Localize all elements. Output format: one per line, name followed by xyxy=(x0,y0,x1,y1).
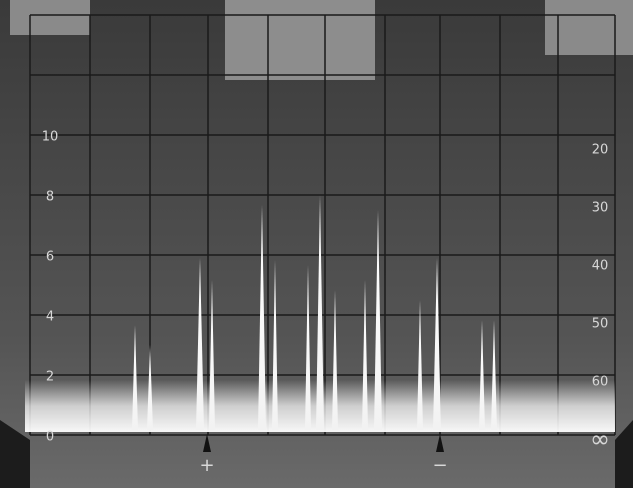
right-scale-label: 30 xyxy=(592,201,609,216)
left-scale-label: 6 xyxy=(46,250,54,265)
glare xyxy=(545,0,633,55)
left-scale-label: 0 xyxy=(46,430,54,445)
right-scale-label: 40 xyxy=(592,259,609,274)
bezel xyxy=(0,420,30,488)
spectrum-lines xyxy=(132,195,497,430)
marker-sign: + xyxy=(199,455,214,476)
glare xyxy=(10,0,90,35)
left-scale-label: 8 xyxy=(46,190,54,205)
marker-arrow xyxy=(203,434,211,452)
marker-arrow xyxy=(436,434,444,452)
right-scale-label: 20 xyxy=(592,143,609,158)
right-scale-label: 60 xyxy=(592,375,609,390)
glare xyxy=(225,0,375,80)
left-scale-label: 4 xyxy=(46,310,54,325)
left-scale-label: 2 xyxy=(46,370,54,385)
right-scale-label: ∞ xyxy=(590,425,610,453)
bezel xyxy=(615,420,633,488)
right-scale-label: 50 xyxy=(592,317,609,332)
marker-sign: − xyxy=(432,455,447,476)
left-scale-label: 10 xyxy=(42,130,59,145)
graticule xyxy=(29,14,616,436)
